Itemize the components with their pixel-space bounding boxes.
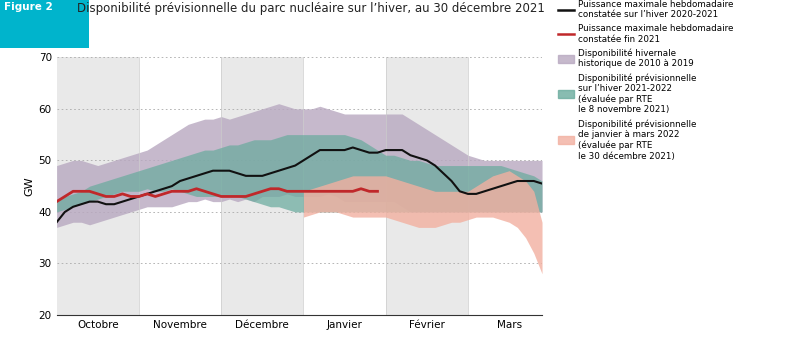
Text: Figure 2: Figure 2 <box>4 2 53 12</box>
Y-axis label: GW: GW <box>24 176 35 196</box>
Legend: Puissance maximale hebdomadaire
constatée sur l’hiver 2020-2021, Puissance maxim: Puissance maximale hebdomadaire constaté… <box>558 0 734 160</box>
Bar <box>386 57 468 315</box>
Bar <box>221 57 303 315</box>
Bar <box>57 57 139 315</box>
Text: Disponibilité prévisionnelle du parc nucléaire sur l’hiver, au 30 décembre 2021: Disponibilité prévisionnelle du parc nuc… <box>77 2 544 15</box>
